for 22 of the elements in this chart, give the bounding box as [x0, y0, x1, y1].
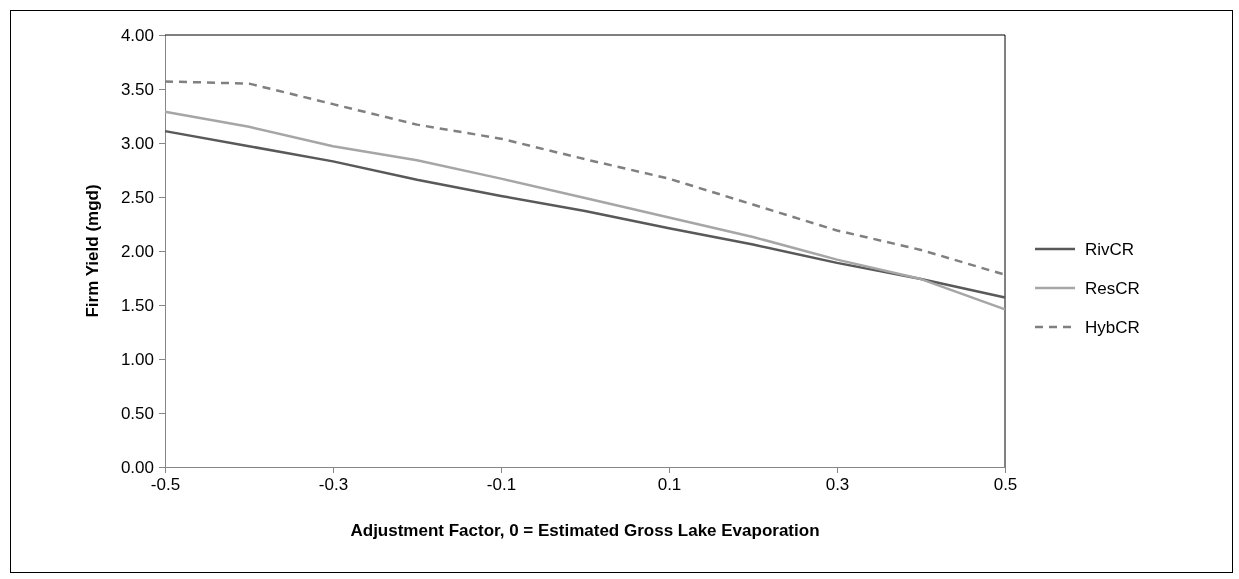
x-tick-label: -0.5	[150, 475, 181, 494]
x-axis-title: Adjustment Factor, 0 = Estimated Gross Lake Evaporation	[350, 521, 820, 540]
y-axis-title: Firm Yield (mgd)	[83, 184, 102, 318]
y-tick-label: 0.50	[120, 403, 154, 423]
x-tick-label: -0.1	[486, 475, 517, 494]
x-tick-label: 0.3	[825, 475, 850, 494]
y-tick-label: 1.00	[120, 349, 154, 369]
line-series	[163, 129, 1007, 299]
line-series	[163, 110, 1007, 311]
x-tick-label: 0.1	[657, 475, 682, 494]
y-tick-label: 2.00	[120, 241, 154, 261]
y-tick-label: 3.00	[120, 133, 154, 153]
y-tick-label: 2.50	[120, 187, 154, 207]
legend-label: ResCR	[1085, 279, 1140, 298]
y-tick-label: 0.00	[120, 457, 154, 477]
legend-label: HybCR	[1085, 318, 1140, 337]
x-tick-label: -0.3	[318, 475, 349, 494]
y-tick-label: 3.50	[120, 79, 154, 99]
x-tick-label: 0.5	[993, 475, 1018, 494]
y-tick-label: 1.50	[120, 295, 154, 315]
y-tick-label: 4.00	[120, 25, 154, 45]
legend-label: RivCR	[1085, 240, 1135, 259]
